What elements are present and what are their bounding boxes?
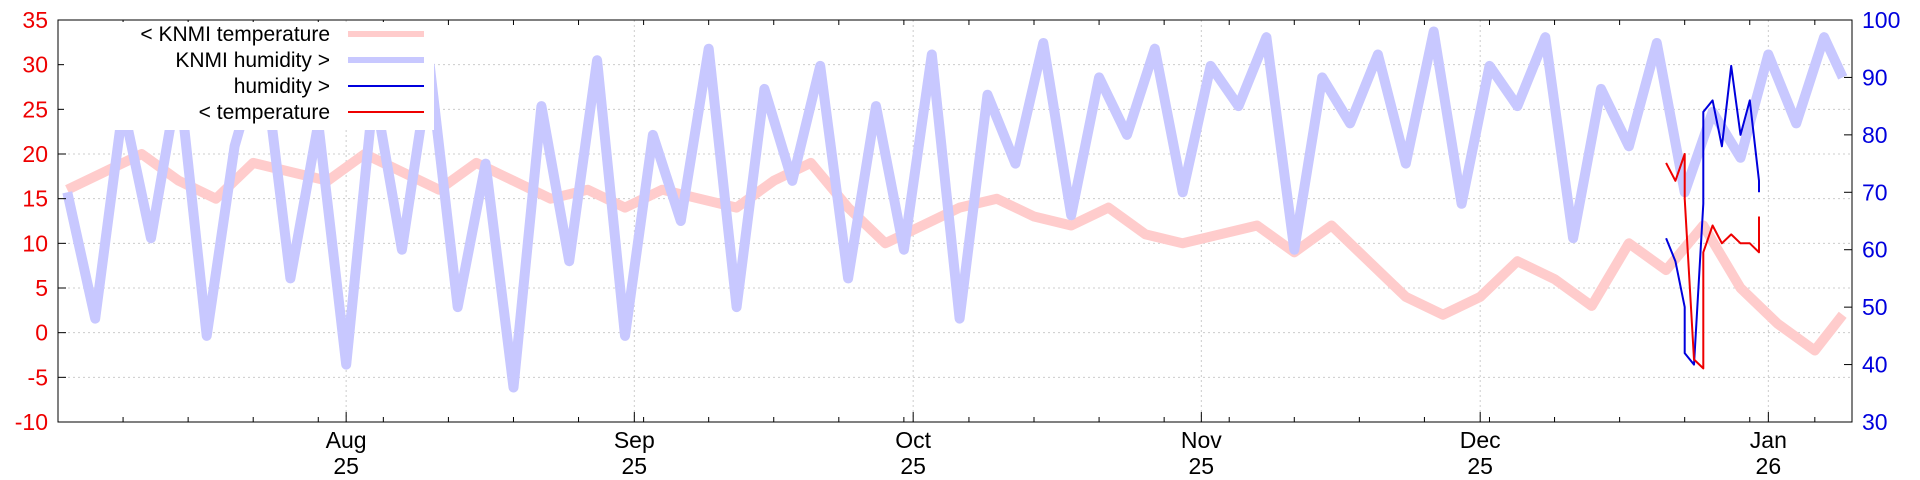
series-line-4 [1665, 153, 1760, 370]
y-left-tick-label: 35 [22, 7, 48, 33]
x-tick-month: Dec [1460, 427, 1501, 453]
y-right-tick-label: 80 [1862, 122, 1888, 148]
y-right-tick-label: 30 [1862, 409, 1888, 435]
x-tick-year: 25 [1467, 453, 1493, 479]
y-left-tick-label: -10 [15, 409, 48, 435]
y-right-tick-label: 100 [1862, 7, 1900, 33]
y-left-tick-label: 15 [22, 186, 48, 212]
x-tick-month: Nov [1181, 427, 1222, 453]
x-tick-year: 25 [900, 453, 926, 479]
y-right-tick-label: 90 [1862, 64, 1888, 90]
x-tick-month: Jan [1750, 427, 1787, 453]
legend-label: < temperature [199, 101, 330, 124]
x-tick-month: Sep [614, 427, 655, 453]
x-tick-year: 25 [333, 453, 359, 479]
y-left-tick-label: 25 [22, 96, 48, 122]
legend-label: humidity > [234, 75, 330, 98]
x-tick-year: 26 [1756, 453, 1782, 479]
y-left-tick-label: 5 [35, 275, 48, 301]
x-tick-month: Aug [326, 427, 367, 453]
x-tick-year: 25 [622, 453, 648, 479]
series-line-2 [62, 26, 1848, 393]
y-left-tick-label: 20 [22, 141, 48, 167]
y-left-tick-label: 0 [35, 320, 48, 346]
series-layer [62, 26, 1848, 393]
y-right-tick-label: 40 [1862, 352, 1888, 378]
x-tick-month: Oct [895, 427, 931, 453]
axes: -10-50510152025303530405060708090100Aug2… [15, 7, 1901, 479]
y-right-tick-label: 50 [1862, 294, 1888, 320]
plot-frame [57, 19, 1853, 423]
y-left-tick-label: -5 [28, 364, 48, 390]
y-right-tick-label: 60 [1862, 237, 1888, 263]
x-tick-year: 25 [1189, 453, 1215, 479]
series-line-3 [1665, 64, 1760, 366]
y-left-tick-label: 10 [22, 230, 48, 256]
legend: < KNMI temperature KNMI humidity > humidit… [64, 22, 434, 130]
legend-label: KNMI humidity > [175, 49, 330, 72]
y-left-tick-label: 30 [22, 52, 48, 78]
y-right-tick-label: 70 [1862, 179, 1888, 205]
legend-label: < KNMI temperature [140, 23, 330, 46]
